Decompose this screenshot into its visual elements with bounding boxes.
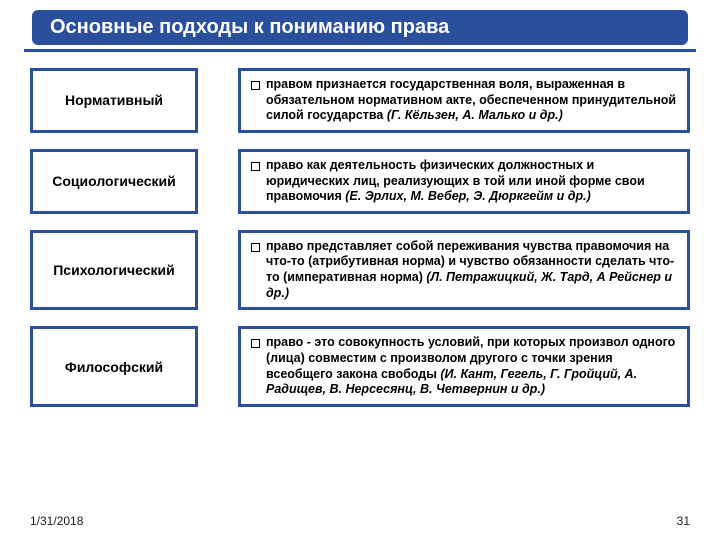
approach-row: Социологический право как деятельность ф… — [30, 149, 690, 214]
approach-desc: право представляет собой переживания чув… — [266, 239, 677, 302]
approach-authors: (Е. Эрлих, М. Вебер, Э. Дюркгейм и др.) — [345, 189, 590, 203]
approach-row: Нормативный правом признается государств… — [30, 68, 690, 133]
approach-authors: (Г. Кёльзен, А. Малько и др.) — [387, 108, 563, 122]
approach-desc-box: право - это совокупность условий, при ко… — [238, 326, 690, 407]
slide: Основные подходы к пониманию права Норма… — [0, 0, 720, 540]
title-bar: Основные подходы к пониманию права — [32, 10, 688, 45]
square-bullet-icon — [251, 81, 260, 90]
approach-label-box: Психологический — [30, 230, 198, 311]
approach-desc-box: правом признается государственная воля, … — [238, 68, 690, 133]
title-underline — [24, 49, 696, 52]
approach-row: Философский право - это совокупность усл… — [30, 326, 690, 407]
approach-desc: правом признается государственная воля, … — [266, 77, 677, 124]
square-bullet-icon — [251, 162, 260, 171]
approach-desc-box: право как деятельность физических должно… — [238, 149, 690, 214]
approach-label-box: Социологический — [30, 149, 198, 214]
approach-label: Нормативный — [65, 92, 163, 108]
square-bullet-icon — [251, 243, 260, 252]
approach-desc: право как деятельность физических должно… — [266, 158, 677, 205]
approaches-list: Нормативный правом признается государств… — [24, 68, 696, 407]
square-bullet-icon — [251, 339, 260, 348]
approach-desc-box: право представляет собой переживания чув… — [238, 230, 690, 311]
slide-title: Основные подходы к пониманию права — [50, 16, 670, 39]
approach-label-box: Философский — [30, 326, 198, 407]
footer: 1/31/2018 31 — [30, 514, 690, 528]
footer-date: 1/31/2018 — [30, 514, 83, 528]
approach-label: Философский — [65, 359, 163, 375]
approach-label: Социологический — [52, 173, 176, 189]
approach-label-box: Нормативный — [30, 68, 198, 133]
approach-row: Психологический право представляет собой… — [30, 230, 690, 311]
approach-desc: право - это совокупность условий, при ко… — [266, 335, 677, 398]
footer-page: 31 — [677, 514, 690, 528]
approach-label: Психологический — [53, 262, 175, 278]
